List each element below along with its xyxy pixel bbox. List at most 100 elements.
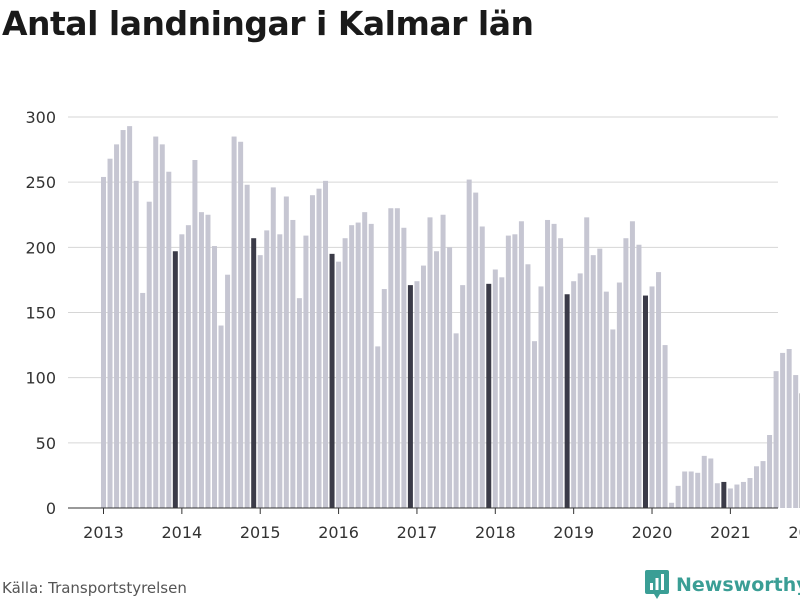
bar bbox=[336, 261, 342, 508]
bar bbox=[649, 286, 655, 508]
bar bbox=[447, 247, 453, 509]
bar bbox=[682, 471, 688, 508]
x-tick-label: 2018 bbox=[475, 523, 516, 542]
bar bbox=[767, 435, 773, 508]
bar bbox=[525, 264, 531, 508]
bar bbox=[349, 225, 355, 508]
x-tick-label: 2019 bbox=[553, 523, 594, 542]
bar bbox=[414, 281, 420, 508]
bar bbox=[225, 274, 231, 508]
bar bbox=[296, 298, 302, 508]
bar bbox=[786, 348, 792, 508]
bar bbox=[120, 130, 126, 509]
y-tick-label: 100 bbox=[25, 369, 56, 388]
bar bbox=[466, 179, 472, 508]
bar bbox=[708, 458, 714, 508]
bar bbox=[656, 272, 662, 508]
bar bbox=[734, 484, 740, 508]
bar bbox=[505, 235, 511, 508]
bar bbox=[270, 187, 276, 508]
bar bbox=[747, 478, 753, 508]
bar bbox=[309, 195, 315, 508]
bar bbox=[754, 466, 759, 508]
bar bbox=[512, 234, 518, 509]
source-label: Källa: Transportstyrelsen bbox=[2, 579, 187, 597]
bar bbox=[362, 212, 368, 509]
brand-name: Newsworthy bbox=[676, 574, 800, 596]
bar bbox=[518, 221, 524, 508]
bar bbox=[198, 212, 204, 509]
bar bbox=[623, 238, 629, 508]
bar bbox=[257, 255, 263, 508]
bar bbox=[616, 282, 622, 508]
bar bbox=[290, 219, 296, 509]
bar bbox=[420, 265, 426, 508]
bar bbox=[212, 246, 218, 508]
bar bbox=[714, 483, 720, 508]
bar bbox=[127, 126, 133, 508]
x-tick-label: 2015 bbox=[240, 523, 281, 542]
bar bbox=[440, 214, 446, 508]
bar bbox=[434, 251, 440, 508]
bar-series bbox=[101, 126, 800, 509]
bar bbox=[101, 176, 106, 508]
bar bbox=[727, 488, 733, 508]
bar bbox=[107, 158, 113, 508]
bar bbox=[453, 333, 459, 508]
bar bbox=[277, 234, 283, 509]
bar bbox=[564, 294, 570, 508]
x-tick-label: 2022 bbox=[788, 523, 800, 542]
bar bbox=[388, 208, 394, 508]
bar bbox=[603, 291, 609, 508]
x-tick-label: 2016 bbox=[318, 523, 359, 542]
bar bbox=[172, 251, 178, 508]
y-axis-ticks: 0 50 100 150 200 250 300 bbox=[25, 108, 56, 518]
bar bbox=[231, 136, 237, 509]
bar bbox=[179, 234, 185, 509]
newsworthy-logo-icon bbox=[645, 570, 669, 599]
y-tick-label: 150 bbox=[25, 304, 56, 323]
bar bbox=[780, 352, 786, 508]
bar bbox=[185, 225, 191, 508]
bar bbox=[283, 196, 289, 508]
x-axis-ticks: 2013 2014 2015 2016 2017 2018 2019 2020 2021 2022 bbox=[83, 508, 800, 542]
bar bbox=[642, 295, 648, 508]
bar bbox=[590, 255, 596, 508]
bar bbox=[342, 238, 348, 508]
bar bbox=[486, 283, 492, 508]
bar bbox=[427, 217, 433, 508]
bar bbox=[773, 371, 779, 508]
y-tick-label: 0 bbox=[46, 499, 56, 518]
bar bbox=[688, 471, 694, 508]
bar bbox=[558, 238, 564, 508]
bar bbox=[153, 136, 159, 509]
bar bbox=[695, 472, 701, 508]
bar bbox=[244, 184, 250, 509]
bar bbox=[375, 346, 381, 508]
x-tick-label: 2017 bbox=[397, 523, 438, 542]
bar bbox=[662, 345, 668, 508]
bar bbox=[636, 244, 642, 508]
brand-logo: Newsworthy bbox=[645, 570, 800, 600]
bar bbox=[140, 292, 146, 508]
bar bbox=[793, 375, 799, 508]
bar bbox=[407, 285, 413, 508]
bar bbox=[479, 226, 485, 509]
bar bbox=[238, 141, 244, 508]
bar bbox=[577, 273, 583, 508]
bar bbox=[323, 180, 329, 508]
bar bbox=[159, 144, 165, 508]
bar bbox=[473, 192, 479, 509]
bar bbox=[329, 253, 335, 508]
bar bbox=[133, 180, 139, 508]
bar bbox=[303, 235, 309, 508]
bar bbox=[721, 481, 727, 508]
bar bbox=[584, 217, 590, 508]
bar bbox=[701, 455, 707, 508]
bar bbox=[740, 481, 746, 508]
bar bbox=[316, 188, 322, 508]
bar bbox=[492, 269, 498, 508]
bar bbox=[264, 230, 270, 508]
bar bbox=[675, 485, 681, 508]
